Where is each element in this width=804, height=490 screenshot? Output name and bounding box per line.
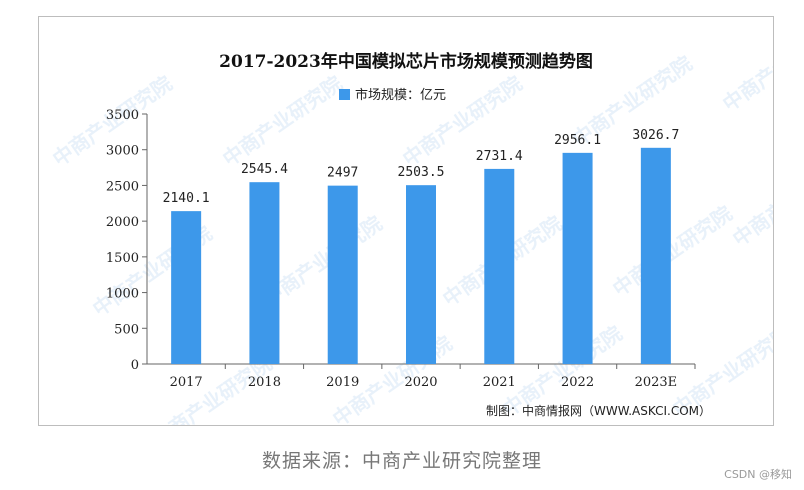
y-tick-label: 3500 <box>106 108 139 123</box>
y-tick-label: 2000 <box>106 215 139 230</box>
source-caption: 数据来源：中商产业研究院整理 <box>261 450 542 472</box>
value-label: 2545.4 <box>241 162 288 177</box>
x-tick-label: 2017 <box>170 375 203 390</box>
value-label: 2503.5 <box>398 165 445 180</box>
x-tick-label: 2020 <box>404 375 437 390</box>
bar-2020 <box>406 185 436 364</box>
bar-2019 <box>327 185 358 364</box>
legend-swatch <box>339 89 350 100</box>
chart-panel: 中商产业研究院 中商产业研究院 中商产业研究院 中商产业研究院 中商产业研究院 中商产业研… <box>38 16 774 426</box>
x-tick-label: 2019 <box>326 375 359 390</box>
y-tick-label: 1000 <box>106 287 139 302</box>
legend-label: 市场规模：亿元 <box>355 87 446 103</box>
bar-2018 <box>249 182 280 364</box>
x-tick-label: 2022 <box>561 375 594 390</box>
bar-chart: 中商产业研究院 中商产业研究院 中商产业研究院 中商产业研究院 中商产业研究院中商产业研… <box>48 17 773 425</box>
y-tick-label: 500 <box>114 322 139 337</box>
bar-2023E <box>640 147 671 364</box>
y-tick-label: 2500 <box>106 179 139 194</box>
bar-2017 <box>171 211 202 364</box>
y-tick-label: 3000 <box>106 144 139 159</box>
value-label: 3026.7 <box>632 128 679 143</box>
bar-2022 <box>562 152 593 364</box>
bars-group: 2140.1 2017 2545.4 2018 2497 2019 2503.5 2020 27… <box>163 128 696 390</box>
x-tick-label: 2018 <box>248 375 281 390</box>
x-tick-label: 2023E <box>635 375 678 390</box>
chart-credit: 制图：中商情报网（WWW.ASKCI.COM） <box>486 403 711 418</box>
watermark-text: 中商产业研究院 <box>728 151 773 251</box>
x-tick-label: 2021 <box>483 375 516 390</box>
y-tick-label: 1500 <box>106 251 139 266</box>
watermark-text: 中商产业研究院 <box>218 71 346 171</box>
brand-tag: CSDN @移知 <box>724 468 792 481</box>
y-tick-label: 0 <box>131 358 139 373</box>
chart-title: 2017-2023年中国模拟芯片市场规模预测趋势图 <box>219 51 593 72</box>
value-label: 2956.1 <box>554 133 601 148</box>
bar-2021 <box>484 168 515 364</box>
y-axis-ticks: 0 500 1000 1500 2000 2500 3000 3500 <box>106 108 147 373</box>
watermark-text: 中商产业研究院 <box>718 17 773 116</box>
watermark-text: 中商产业研究院 <box>608 201 736 301</box>
value-label: 2497 <box>327 166 358 181</box>
value-label: 2140.1 <box>163 191 210 206</box>
value-label: 2731.4 <box>476 149 523 164</box>
